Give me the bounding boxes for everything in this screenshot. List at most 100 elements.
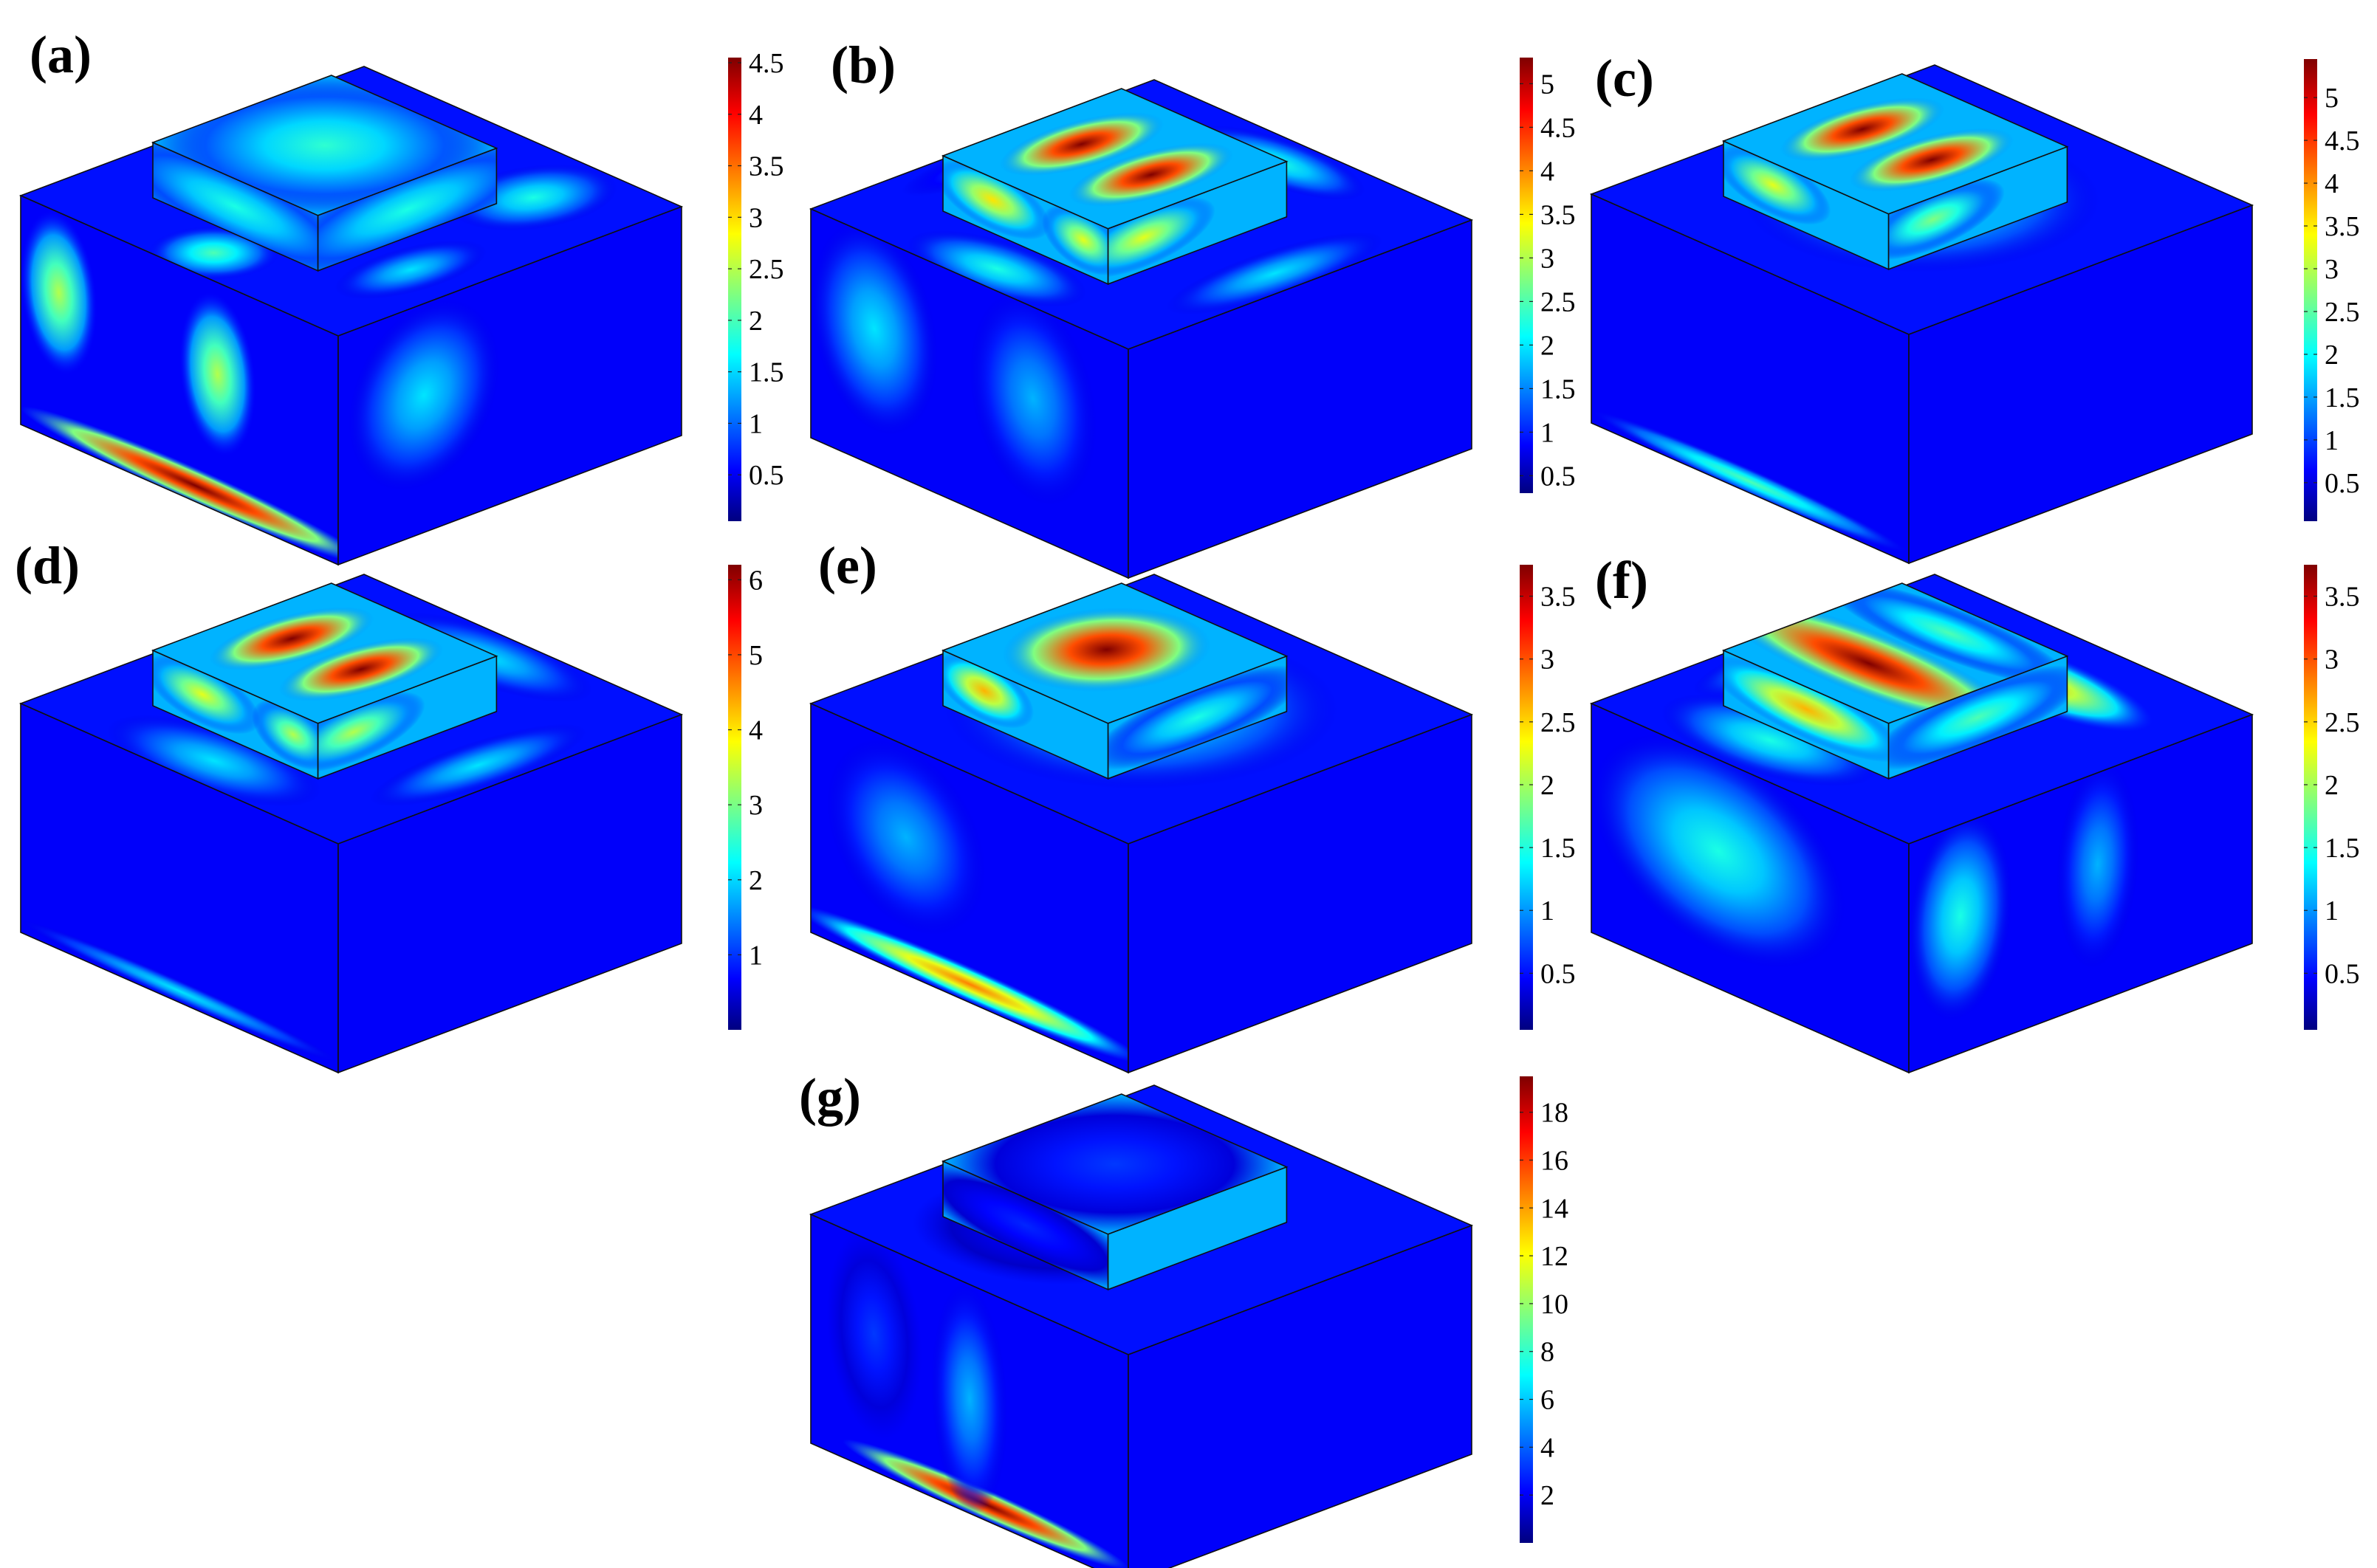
field-hotspot: [107, 715, 320, 807]
field-hotspot: [826, 739, 986, 935]
colorbar-tick-label: 2: [2325, 340, 2339, 371]
colorbar-tick-label: 3.5: [2325, 582, 2360, 613]
field-hotspot: [1723, 656, 1889, 763]
field-hotspot: [811, 904, 1128, 1064]
colorbar-tick-label: 4.5: [749, 48, 784, 79]
field-hotspot: [179, 292, 256, 456]
colorbar-gradient: [1520, 58, 1533, 493]
field-hotspots: [1723, 583, 2068, 723]
colorbar-tick-label: 1: [2325, 895, 2339, 926]
face-edge: [1721, 582, 2069, 724]
field-hotspots: [1888, 665, 2068, 770]
field-face: [1128, 1225, 1472, 1568]
field-hotspots: [318, 148, 497, 271]
colorbar-tick-label: 10: [1540, 1289, 1568, 1320]
colorbar-tick-label: 2: [1540, 330, 1554, 361]
colorbar-tick-label: 14: [1540, 1193, 1568, 1224]
field-hotspots: [944, 1094, 1286, 1234]
colorbar-tick-label: 18: [1540, 1098, 1568, 1129]
field-hotspots: [811, 739, 1128, 1064]
mode-field-box: [809, 574, 1474, 1074]
mode-field-box: [1589, 64, 2254, 565]
field-hotspot: [811, 221, 938, 436]
field-hotspot: [318, 691, 425, 773]
colorbar-tick-label: 1: [749, 940, 763, 971]
colorbar-tick-label: 2: [1540, 770, 1554, 801]
colorbar-tick-label: 3: [1540, 644, 1554, 675]
field-hotspot: [318, 148, 497, 271]
field-hotspots: [1888, 179, 2005, 261]
colorbar-tick-label: 3: [749, 202, 763, 233]
colorbar-tick-label: 3.5: [749, 151, 784, 182]
field-hotspots: [1909, 760, 2139, 1021]
field-hotspot: [2056, 760, 2139, 969]
field-hotspot: [943, 653, 1034, 729]
field-hotspots: [1591, 410, 1909, 554]
field-hotspot: [1909, 811, 2012, 1021]
colorbar-tick-label: 2: [1540, 1480, 1554, 1511]
colorbar-tick-label: 16: [1540, 1145, 1568, 1176]
field-hotspot: [335, 240, 487, 300]
colorbar-tick-label: 1.5: [1540, 833, 1576, 864]
field-hotspots: [1723, 145, 1831, 225]
field-hotspot: [153, 142, 318, 271]
field-hotspots: [811, 221, 1097, 506]
field-face: [338, 715, 682, 1073]
panel-c: (c) 0.5 1 1.5 2 2.5 3 3.5 4 4.5 5: [1589, 49, 2360, 565]
field-hotspot: [1591, 734, 1845, 969]
panel-label: (d): [15, 536, 80, 595]
colorbar-tick-label: 4: [1540, 156, 1554, 187]
colorbar-tick-label: 3: [2325, 254, 2339, 285]
field-hotspots: [1780, 97, 2014, 192]
field-hotspots: [943, 159, 1108, 276]
field-hotspot: [1661, 693, 1879, 787]
face-edge: [941, 1093, 1289, 1235]
face-edge: [1721, 73, 2069, 215]
colorbar-tick-label: 1.5: [2325, 833, 2360, 864]
mode-field-box: [18, 66, 684, 566]
field-hotspots: [1002, 608, 1211, 692]
colorbar-tick-label: 1.5: [749, 357, 784, 388]
panel-label: (f): [1595, 551, 1648, 610]
face-edge: [151, 582, 498, 724]
colorbar-tick-label: 6: [1540, 1385, 1554, 1416]
panel-e: (e) 0.5 1 1.5 2 2.5 3 3.5: [809, 536, 1576, 1074]
colorbar-tick-label: 0.5: [2325, 958, 2360, 989]
field-hotspots: [348, 299, 500, 492]
field-hotspot: [826, 1228, 922, 1440]
field-hotspot: [210, 607, 374, 671]
field-hotspot: [1069, 142, 1233, 207]
field-hotspots: [21, 920, 338, 1062]
field-hotspot: [943, 159, 1051, 240]
colorbar-tick-label: 0.5: [1540, 958, 1576, 989]
colorbar-tick-label: 3: [2325, 644, 2339, 675]
colorbar-tick-label: 1: [2325, 425, 2339, 456]
field-face: [1108, 1166, 1287, 1290]
field-face: [1909, 205, 2252, 563]
field-hotspots: [1108, 196, 1215, 278]
face-edge: [337, 713, 682, 1074]
field-hotspot: [348, 299, 500, 492]
colorbar-tick-label: 3.5: [1540, 582, 1576, 613]
colorbar-tick-label: 1: [1540, 895, 1554, 926]
field-hotspots: [154, 75, 495, 215]
field-hotspot: [1888, 179, 2005, 261]
field-hotspots: [153, 654, 318, 771]
colorbar-gradient: [1520, 1076, 1533, 1543]
face-edge: [1128, 713, 1472, 1074]
field-hotspot: [1828, 583, 2068, 687]
colorbar-tick-label: 2.5: [2325, 707, 2360, 738]
field-face: [21, 196, 338, 565]
colorbar-tick-label: 1: [1540, 417, 1554, 448]
field-hotspot: [931, 1283, 1008, 1515]
field-hotspots: [1108, 665, 1287, 770]
face-edge: [1908, 204, 2253, 565]
colorbar-tick-label: 4: [749, 715, 763, 746]
field-face: [1128, 715, 1472, 1073]
mode-field-box: [1589, 574, 2254, 1074]
field-hotspots: [1723, 656, 1889, 763]
face-edge: [941, 582, 1289, 724]
field-hotspot: [370, 723, 586, 807]
colorbar-tick-label: 0.5: [2325, 468, 2360, 499]
colorbar-tick-label: 3: [1540, 243, 1554, 274]
